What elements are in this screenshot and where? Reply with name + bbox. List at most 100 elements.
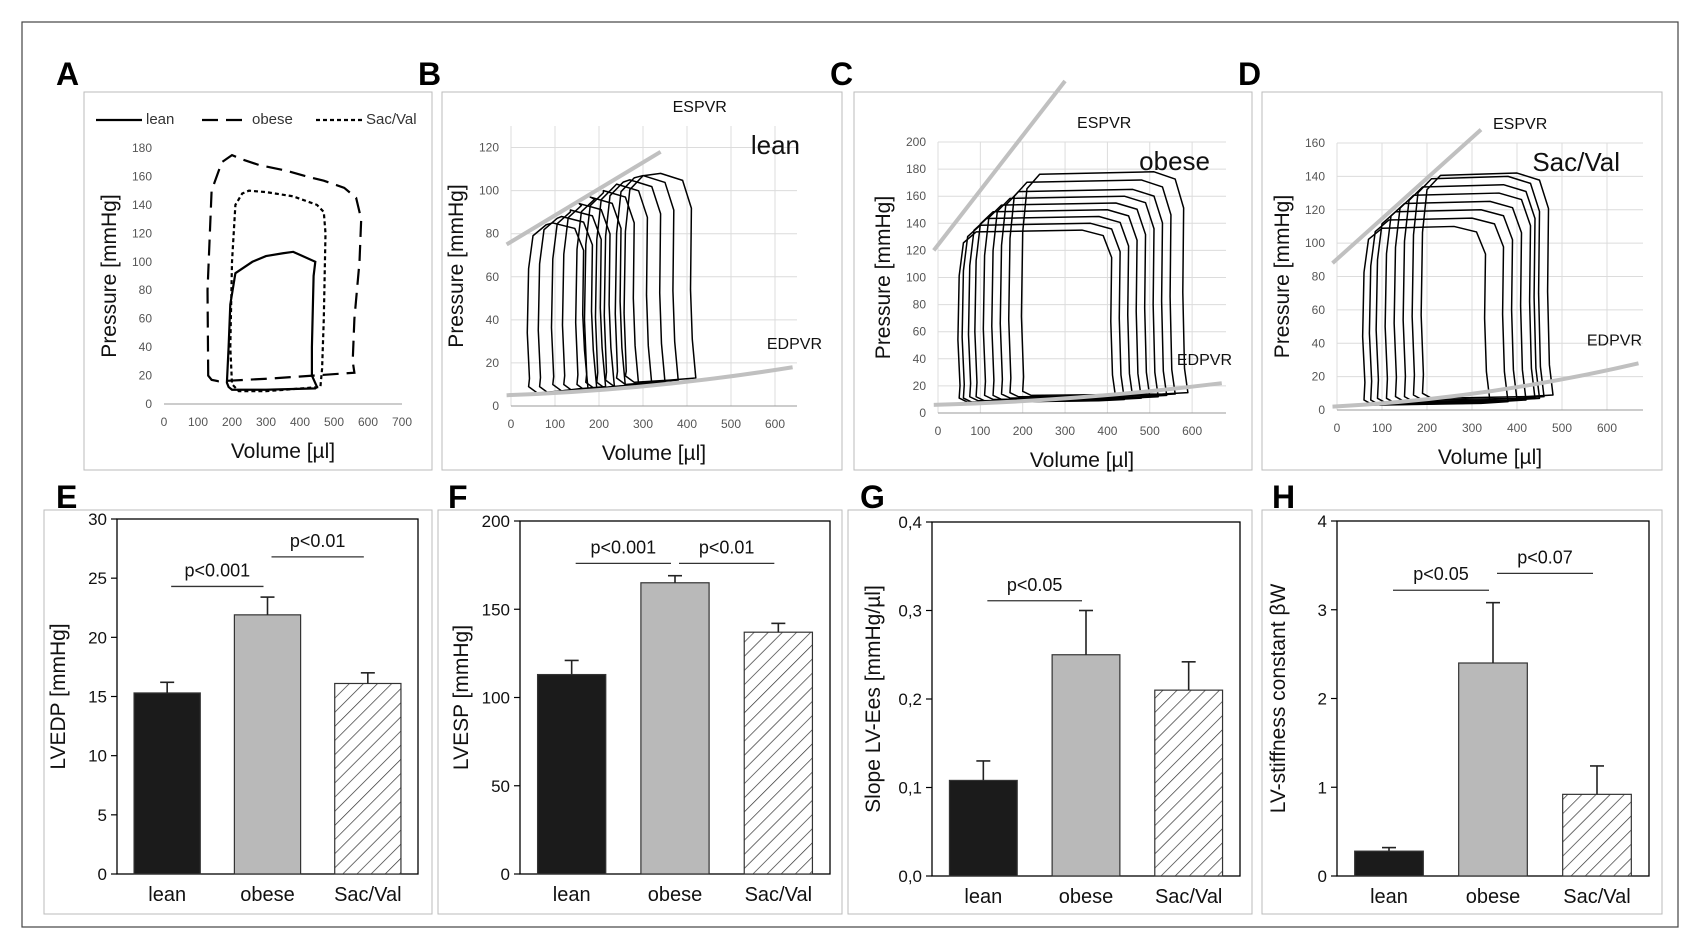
bar-lean: [1354, 850, 1424, 877]
bar-sac-val: [1562, 793, 1632, 877]
x-tick-label: 300: [1055, 424, 1075, 438]
y-tick-label: 100: [906, 271, 926, 285]
y-axis-title: LV-stiffness constant βW: [1267, 584, 1290, 814]
pv-loop: [614, 174, 679, 386]
pv-loop: [623, 172, 697, 384]
x-tick-label: 100: [1372, 421, 1392, 435]
y-tick-label: 140: [1305, 169, 1325, 183]
panel-C: C 0 100 200 300 400 500 600 0 20 40 60 80 100 120 140 16…: [830, 56, 1253, 472]
x-tick-label: 100: [545, 417, 565, 431]
panel-letter: C: [830, 56, 853, 92]
pv-loop: [561, 202, 616, 392]
x-tick-label: 400: [290, 415, 310, 429]
significance-label: p<0.01: [290, 531, 346, 551]
y-tick-label: 100: [482, 689, 510, 708]
y-tick-label: 0,2: [898, 690, 922, 709]
x-tick-label: 300: [256, 415, 276, 429]
y-tick-label: 20: [486, 356, 500, 370]
condition-label: Sac/Val: [1532, 147, 1620, 177]
bar-lean: [948, 779, 1018, 877]
panel-letter: H: [1272, 479, 1295, 515]
x-tick-label: 700: [392, 415, 412, 429]
significance-label: p<0.001: [591, 537, 657, 557]
x-tick-label: 600: [358, 415, 378, 429]
significance-label: p<0.07: [1517, 547, 1573, 567]
x-tick-label: 500: [324, 415, 344, 429]
bar-obese: [640, 582, 710, 875]
y-tick-label: 0: [501, 865, 510, 884]
panel-box: [853, 91, 1253, 471]
panel-letter: B: [418, 56, 441, 92]
pv-loop: [982, 202, 1151, 401]
y-axis-title: Pressure [mmHg]: [98, 194, 121, 357]
y-tick-label: 150: [482, 600, 510, 619]
y-tick-label: 4: [1318, 512, 1327, 531]
y-axis-title: Slope LV-Ees [mmHg/µl]: [862, 585, 885, 813]
x-tick-label: 400: [677, 417, 697, 431]
y-tick-label: 2: [1318, 690, 1327, 709]
y-tick-label: 80: [913, 298, 927, 312]
panel-letter: E: [56, 479, 77, 515]
y-tick-label: 0: [492, 399, 499, 413]
x-category-label: obese: [648, 884, 703, 906]
loop-solid: [225, 250, 319, 391]
bar-obese: [233, 614, 302, 875]
x-tick-label: 0: [1334, 421, 1341, 435]
x-tick-label: 200: [1417, 421, 1437, 435]
x-category-label: obese: [240, 884, 295, 906]
x-category-label: Sac/Val: [1155, 886, 1222, 908]
panel-E: E 0 5 10 15 20 25 30 LVEDP [mmHg] lean obese Sac/Va…: [43, 479, 433, 915]
pv-loop: [1420, 172, 1554, 400]
pv-loop: [957, 229, 1117, 403]
bar-sac-val: [743, 631, 814, 875]
pv-loop: [961, 222, 1126, 403]
loop-dashed: [206, 153, 363, 383]
y-tick-label: 120: [479, 141, 499, 155]
y-tick-label: 5: [98, 806, 107, 825]
x-tick-label: 200: [1013, 424, 1033, 438]
y-tick-label: 180: [132, 141, 152, 155]
x-tick-label: 500: [1552, 421, 1572, 435]
x-tick-label: 100: [970, 424, 990, 438]
espvr-label: ESPVR: [1077, 115, 1131, 132]
panel-letter: A: [56, 56, 79, 92]
y-tick-label: 120: [132, 226, 152, 240]
pv-loop: [1020, 171, 1189, 397]
bar-sac-val: [1154, 689, 1224, 877]
legend-label: lean: [146, 111, 174, 128]
x-axis-title: Volume [µl]: [1438, 446, 1542, 469]
y-tick-label: 0: [1318, 867, 1327, 886]
bar-sac-val: [334, 682, 402, 875]
pv-loops: [526, 172, 697, 394]
y-tick-label: 0,1: [898, 779, 922, 798]
y-axis-title: LVEDP [mmHg]: [47, 623, 70, 769]
panel-G: G 0,0 0,1 0,2 0,3 0,4 Slope LV-Ees [mmHg/µl] le…: [847, 479, 1253, 915]
pv-loop: [594, 183, 653, 390]
pv-loop: [574, 196, 627, 392]
pv-loop: [974, 209, 1143, 402]
y-tick-label: 80: [139, 283, 153, 297]
figure-frame: [21, 21, 1679, 928]
pv-loop: [603, 179, 666, 388]
y-tick-label: 120: [906, 243, 926, 257]
edpvr-line: [506, 365, 793, 398]
x-tick-label: 500: [1140, 424, 1160, 438]
panel-letter: F: [448, 479, 468, 515]
edpvr-label: EDPVR: [767, 336, 822, 353]
x-category-label: lean: [1370, 886, 1408, 908]
edpvr-label: EDPVR: [1587, 332, 1642, 349]
x-tick-label: 400: [1097, 424, 1117, 438]
x-tick-label: 0: [161, 415, 168, 429]
bar-obese: [1458, 662, 1528, 877]
y-tick-label: 0: [145, 397, 152, 411]
y-tick-label: 0,4: [898, 513, 922, 532]
y-tick-label: 1: [1318, 778, 1327, 797]
pv-loop: [999, 188, 1168, 399]
x-category-label: lean: [553, 884, 591, 906]
y-tick-label: 3: [1318, 601, 1327, 620]
y-tick-label: 60: [1312, 303, 1326, 317]
panel-box: [1261, 91, 1663, 471]
significance-label: p<0.05: [1413, 564, 1469, 584]
y-tick-label: 100: [1305, 236, 1325, 250]
